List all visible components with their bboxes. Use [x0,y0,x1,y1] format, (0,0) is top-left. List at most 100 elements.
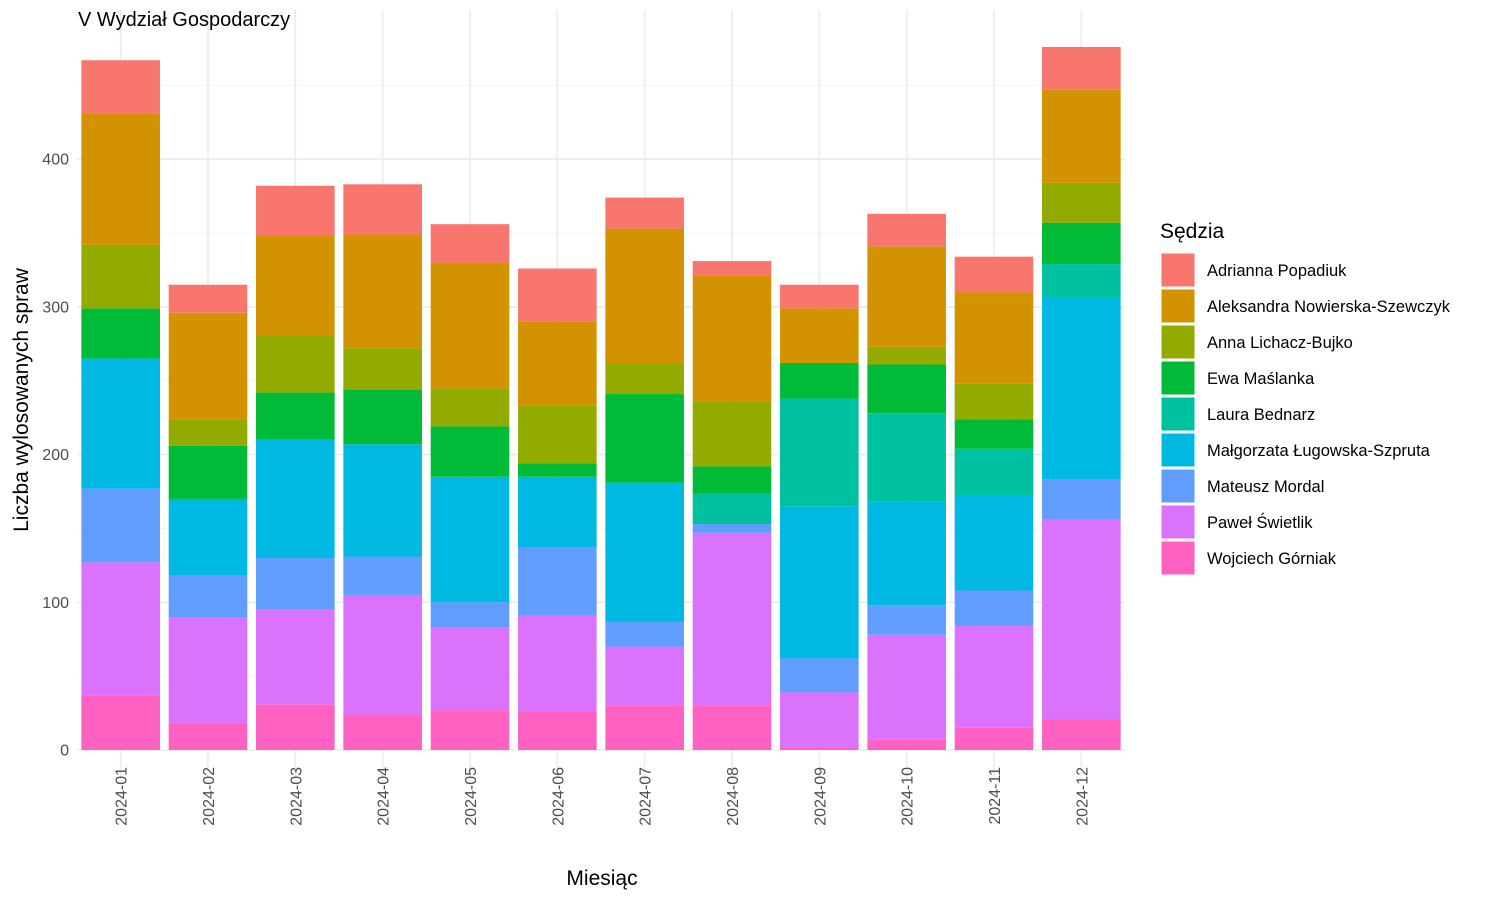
bar-segment [343,184,422,235]
bar-segment [518,615,597,712]
bar-segment [692,705,772,750]
bar-segment [430,426,510,477]
x-tick-label: 2024-09 [812,767,829,826]
bar-segment [954,625,1034,728]
y-tick-label: 0 [60,743,69,760]
bar-segment [605,363,684,395]
x-tick-label: 2024-01 [114,767,131,826]
bar-segment [954,495,1034,591]
bar-segment [780,398,859,507]
legend-key [1160,468,1196,504]
bar-segment [81,488,160,563]
bar-segment [343,348,422,390]
bar-segment [605,394,684,483]
bar-segment [867,346,946,365]
bar-segment [867,213,946,247]
bar-segment [430,602,510,628]
bar-segment [692,275,772,402]
bar-segment [780,692,859,748]
legend-key [1160,252,1196,288]
bar-segment [867,634,946,740]
y-tick-label: 200 [42,447,69,464]
legend-label: Adrianna Popadiuk [1207,262,1347,280]
bar-segment [780,363,859,399]
bar-segment [1042,46,1121,90]
bar-segment [430,627,510,711]
legend-key [1160,324,1196,360]
bar-segment [343,444,422,557]
y-tick-label: 400 [42,152,69,169]
bar-segment [430,388,510,427]
legend-title: Sędzia [1160,220,1225,243]
legend-label: Aleksandra Nowierska-Szewczyk [1207,298,1451,316]
bar-segment [780,284,859,309]
legend-key [1160,360,1196,396]
bar-segment [81,358,160,489]
bar-segment [692,493,772,525]
bar-segment [256,439,335,558]
bar-segment [518,476,597,548]
bar-segment [168,498,248,576]
bar-segment [605,646,684,706]
bar-segment [81,113,160,245]
legend-label: Małgorzata Ługowska-Szpruta [1207,442,1431,460]
x-tick-label: 2024-12 [1074,767,1091,826]
bar-segment [692,532,772,706]
bar-segment [168,575,248,618]
x-tick-label: 2024-05 [463,767,480,826]
bar-segment [1042,718,1121,750]
bar-segment [256,704,335,750]
bar-segment [692,524,772,533]
legend-key [1160,396,1196,432]
x-axis-title: Miesiąc [566,867,637,890]
bar-segment [343,556,422,595]
bar-segment [954,383,1034,420]
y-tick-label: 100 [42,595,69,612]
bar-segment [1042,298,1121,480]
bar-segment [1042,89,1121,183]
bar-segment [867,605,946,635]
bar-segment [256,609,335,705]
bar-segment [780,747,859,750]
bar-segment [343,594,422,715]
bar-segment [518,268,597,322]
bar-segment [1042,519,1121,719]
bar-segment [1042,479,1121,520]
legend: Sędzia Adrianna Popadiuk Aleksandra Nowie… [1160,220,1451,576]
y-axis-ticks: 0 100 200 300 400 [42,152,69,760]
bar-segment [168,419,248,446]
bar-segment [1042,264,1121,299]
bar-segment [605,197,684,229]
y-tick-label: 300 [42,299,69,316]
bar-segment [692,261,772,276]
bar-segment [780,658,859,693]
legend-label: Wojciech Górniak [1207,550,1337,568]
bar-segment [867,501,946,606]
bar-segment [954,292,1034,384]
legend-key [1160,432,1196,468]
x-tick-label: 2024-03 [288,767,305,826]
x-tick-label: 2024-08 [725,767,742,826]
bar-segment [430,476,510,603]
bar-segment [605,705,684,750]
legend-key [1160,504,1196,540]
legend-label: Laura Bednarz [1207,406,1315,424]
bar-segment [81,60,160,114]
bar-segment [692,466,772,494]
bar-segment [343,234,422,349]
bar-segment [867,364,946,414]
bar-segment [168,723,248,750]
bar-segment [168,445,248,499]
bar-segment [954,727,1034,750]
x-axis-ticks: 2024-01 2024-02 2024-03 2024-04 2024-05 2024-… [114,767,1092,826]
bar-segment [780,506,859,659]
bar-segment [81,695,160,750]
x-tick-label: 2024-06 [550,767,567,826]
bar-segment [605,228,684,364]
bar-segment [954,256,1034,293]
legend-label: Anna Lichacz-Bujko [1207,334,1353,352]
bar-segment [430,262,510,389]
bar-segment [605,482,684,622]
